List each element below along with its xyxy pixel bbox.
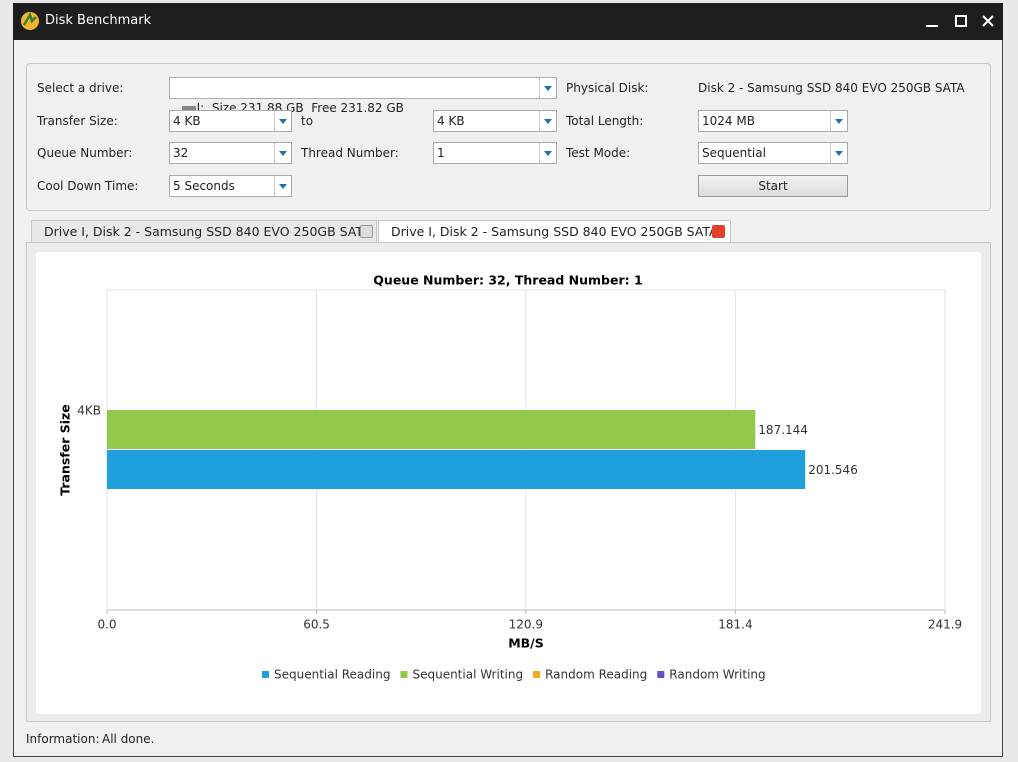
legend-label: Sequential Writing: [412, 668, 523, 682]
tab-close[interactable]: [712, 225, 725, 238]
legend-label: Sequential Reading: [274, 668, 390, 682]
tab-label: Drive I, Disk 2 - Samsung SSD 840 EVO 25…: [44, 224, 371, 239]
transfer-from-select[interactable]: 4 KB: [169, 110, 292, 132]
cool-down-select[interactable]: 5 Seconds: [169, 175, 292, 197]
select-value: 4 KB: [437, 114, 465, 128]
value-label: 201.546: [808, 463, 858, 477]
start-button[interactable]: Start: [698, 175, 848, 197]
label: Transfer Size:: [37, 110, 118, 132]
x-axis-label: MB/S: [508, 636, 544, 651]
x-tick-label: 120.9: [509, 618, 543, 632]
select-value: Sequential: [702, 146, 766, 160]
x-tick-label: 181.4: [718, 618, 752, 632]
select-value: 1: [437, 146, 445, 160]
legend-label: Random Reading: [545, 668, 647, 682]
bar: [107, 410, 755, 449]
x-tick-label: 60.5: [303, 618, 330, 632]
select-value: 4 KB: [173, 114, 201, 128]
legend-swatch: [533, 671, 540, 678]
chart-title: Queue Number: 32, Thread Number: 1: [373, 273, 642, 288]
label: to: [301, 110, 313, 132]
tab-active[interactable]: Drive I, Disk 2 - Samsung SSD 840 EVO 25…: [378, 220, 731, 244]
tab-close[interactable]: [360, 225, 373, 238]
window-controls[interactable]: [918, 11, 998, 33]
queue-select[interactable]: 32: [169, 142, 292, 164]
value-text: Disk 2 - Samsung SSD 840 EVO 250GB SATA: [698, 77, 965, 99]
select-value: 32: [173, 146, 188, 160]
window-title: Disk Benchmark: [45, 13, 151, 28]
status-text: All done.: [102, 728, 154, 750]
select-value: 5 Seconds: [173, 179, 235, 193]
label: Total Length:: [566, 110, 643, 132]
y-axis-label: Transfer Size: [58, 404, 73, 496]
app-icon: [19, 10, 41, 32]
legend-label: Random Writing: [669, 668, 765, 682]
total-length-select[interactable]: 1024 MB: [698, 110, 848, 132]
chart: Queue Number: 32, Thread Number: 1 MB/S …: [36, 252, 981, 714]
tab[interactable]: Drive I, Disk 2 - Samsung SSD 840 EVO 25…: [31, 220, 377, 243]
label: Cool Down Time:: [37, 175, 138, 197]
label: Physical Disk:: [566, 77, 648, 99]
label: Thread Number:: [301, 142, 399, 164]
label: Select a drive:: [37, 77, 123, 99]
test-mode-select[interactable]: Sequential: [698, 142, 848, 164]
status-label: Information:: [26, 728, 100, 750]
x-tick-label: 0.0: [97, 618, 116, 632]
tab-label: Drive I, Disk 2 - Samsung SSD 840 EVO 25…: [391, 224, 718, 239]
label: Test Mode:: [566, 142, 630, 164]
legend: Sequential Reading Sequential Writing Rand…: [262, 668, 766, 682]
y-tick-label: 4KB: [77, 404, 101, 418]
x-tick-label: 241.9: [928, 618, 962, 632]
transfer-to-select[interactable]: 4 KB: [433, 110, 557, 132]
legend-swatch: [262, 671, 269, 678]
label: Queue Number:: [37, 142, 132, 164]
drive-select[interactable]: I: Size 231.88 GB Free 231.82 GB: [169, 77, 557, 99]
select-value: 1024 MB: [702, 114, 755, 128]
legend-swatch: [657, 671, 664, 678]
bar: [107, 450, 805, 489]
value-label: 187.144: [758, 423, 808, 437]
thread-select[interactable]: 1: [433, 142, 557, 164]
legend-swatch: [400, 671, 407, 678]
title-bar: Disk Benchmark: [13, 3, 1003, 40]
